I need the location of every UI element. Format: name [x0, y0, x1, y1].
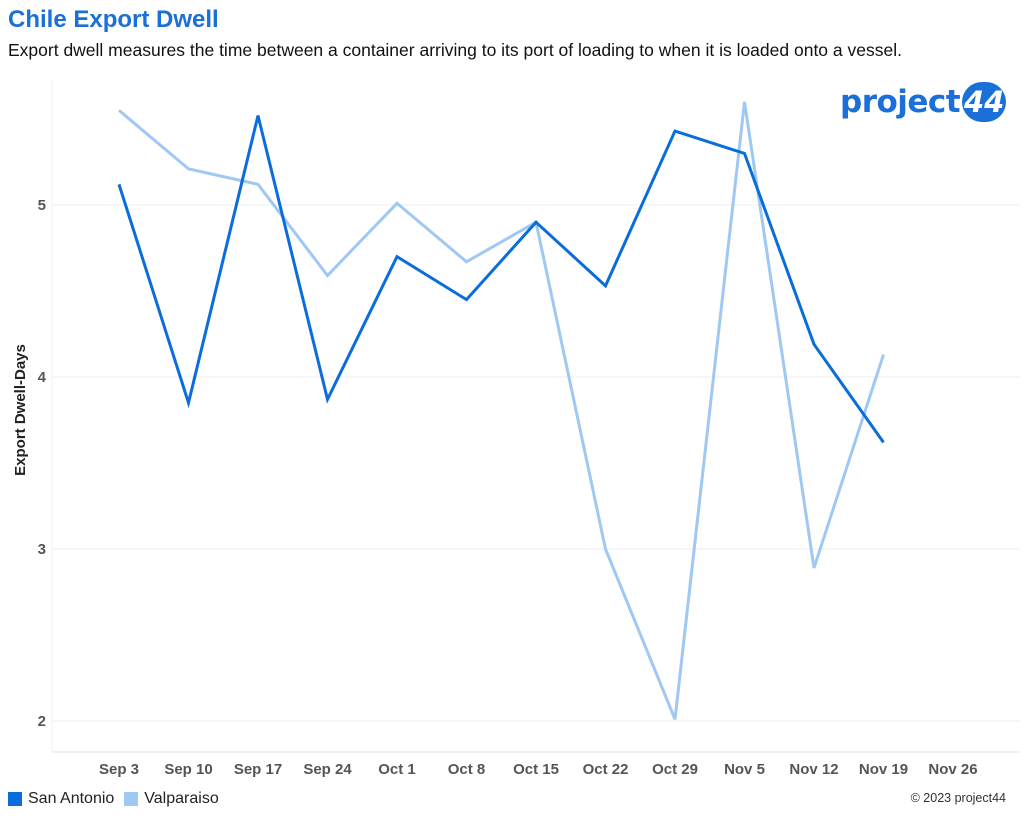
x-tick-label: Oct 1	[378, 761, 416, 778]
chart-subtitle: Export dwell measures the time between a…	[8, 40, 902, 60]
chart-title: Chile Export Dwell	[8, 6, 219, 33]
x-tick-labels: Sep 3 Sep 10 Sep 17 Sep 24 Oct 1 Oct 8 Oct 15 O…	[99, 761, 978, 778]
grid-lines	[51, 80, 1020, 753]
legend-label: Valparaiso	[144, 790, 219, 807]
x-tick-label: Oct 15	[513, 761, 559, 778]
copyright-note: © 2023 project44	[910, 791, 1006, 805]
x-tick-label: Oct 8	[448, 761, 486, 778]
x-tick-label: Nov 5	[724, 761, 765, 778]
x-tick-label: Oct 29	[652, 761, 698, 778]
x-tick-label: Oct 22	[583, 761, 629, 778]
y-axis-label: Export Dwell-Days	[12, 344, 29, 476]
chart-legend: San Antonio Valparaiso	[8, 790, 229, 808]
series-line-san-antonio[interactable]	[117, 115, 885, 444]
y-tick-labels: 2 3 4 5	[38, 197, 47, 730]
y-tick-label: 5	[38, 197, 46, 214]
y-tick-label: 3	[38, 541, 46, 558]
x-tick-label: Nov 19	[859, 761, 908, 778]
legend-item-san-antonio[interactable]: San Antonio	[8, 790, 114, 808]
series-line-valparaiso[interactable]	[118, 101, 885, 720]
x-tick-label: Sep 17	[234, 761, 282, 778]
legend-swatch	[124, 792, 139, 806]
logo-badge: 44	[962, 82, 1007, 122]
series-lines	[117, 101, 885, 720]
legend-swatch	[8, 792, 22, 806]
project44-logo: project 44	[840, 80, 1007, 124]
x-tick-label: Nov 12	[789, 761, 838, 778]
legend-item-valparaiso[interactable]: Valparaiso	[124, 790, 219, 808]
y-tick-label: 2	[38, 713, 46, 730]
x-tick-label: Nov 26	[928, 761, 977, 778]
x-tick-label: Sep 3	[99, 761, 139, 778]
x-tick-label: Sep 24	[303, 761, 352, 778]
logo-wordmark: project	[840, 84, 961, 120]
legend-label: San Antonio	[28, 790, 115, 807]
y-tick-label: 4	[38, 369, 47, 386]
x-tick-label: Sep 10	[164, 761, 212, 778]
